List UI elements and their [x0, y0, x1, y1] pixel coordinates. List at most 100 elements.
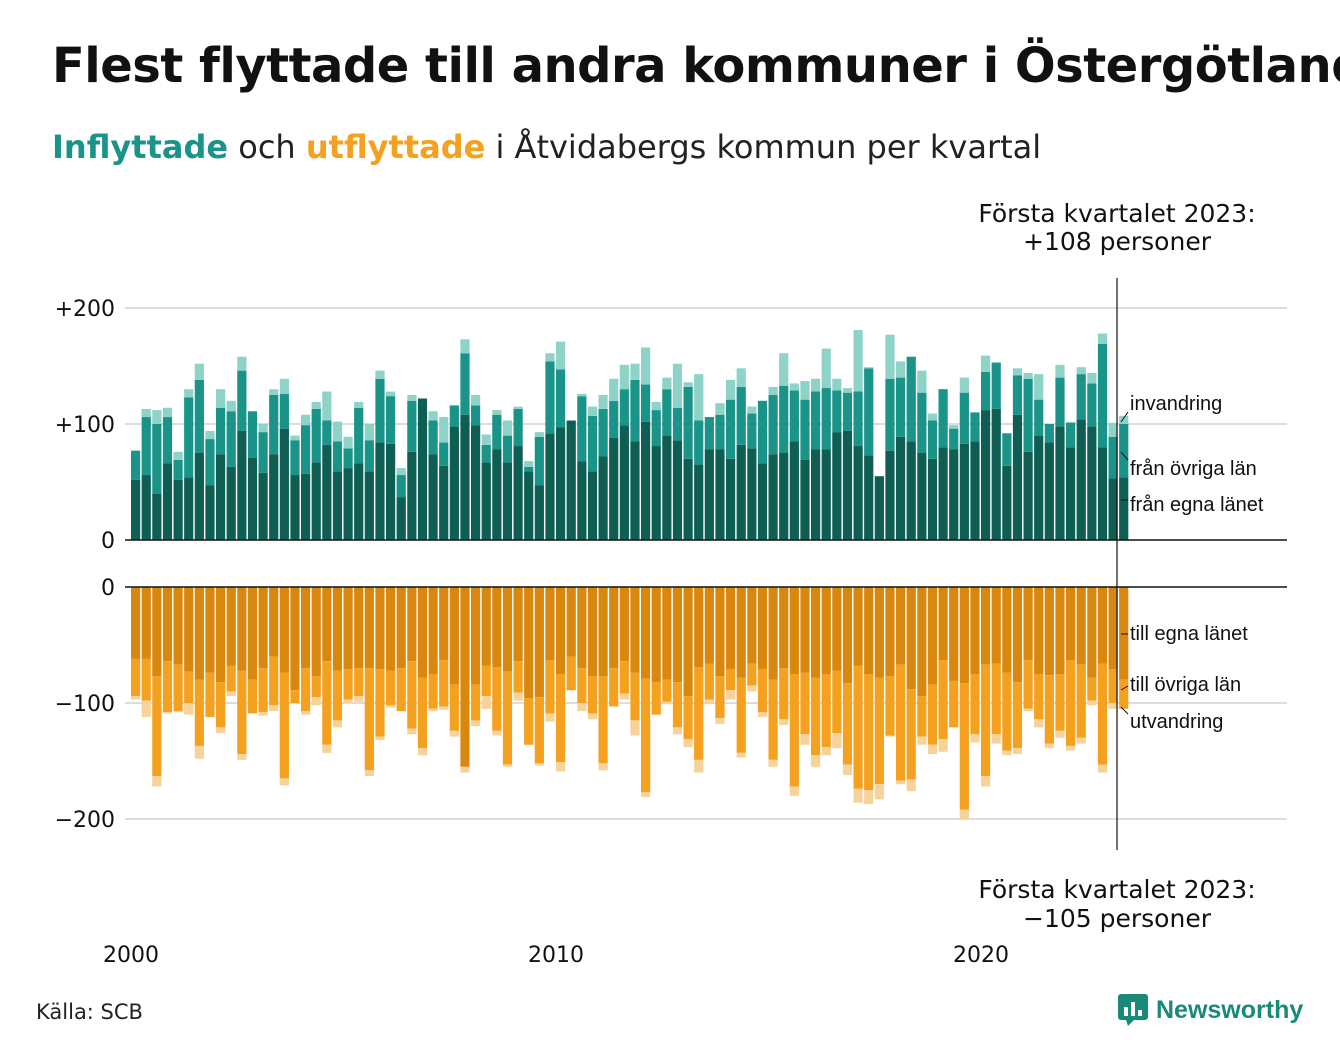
bar-in-2 — [949, 425, 959, 429]
bar-in-2 — [577, 393, 587, 397]
bar-in-1 — [216, 407, 226, 455]
bar-in-0 — [1023, 451, 1033, 540]
bar-out-0 — [598, 587, 608, 677]
bar-in-1 — [194, 379, 204, 453]
bar-out-0 — [162, 587, 173, 662]
bar-out-1 — [481, 665, 491, 697]
bar-out-1 — [417, 677, 428, 749]
bar-out-2 — [258, 712, 268, 716]
bar-out-2 — [726, 690, 736, 700]
bar-out-0 — [768, 587, 778, 680]
bar-out-1 — [949, 680, 959, 728]
bar-in-1 — [630, 379, 640, 442]
bar-in-1 — [396, 475, 406, 498]
bar-in-0 — [290, 475, 300, 540]
bar-out-2 — [832, 733, 842, 749]
bar-in-0 — [162, 463, 173, 540]
bar-out-0 — [1119, 587, 1129, 680]
bar-out-1 — [970, 674, 980, 735]
bar-out-0 — [842, 587, 853, 684]
bar-out-1 — [938, 660, 948, 739]
bar-in-0 — [1119, 477, 1129, 540]
bar-in-0 — [492, 449, 502, 540]
bar-in-2 — [481, 434, 491, 445]
bar-in-1 — [938, 389, 948, 448]
bar-out-2 — [1108, 703, 1118, 709]
bar-out-1 — [853, 665, 863, 789]
bar-in-1 — [704, 417, 714, 450]
bar-in-1 — [577, 396, 587, 462]
bar-in-0 — [205, 485, 215, 540]
bar-out-2 — [301, 711, 311, 715]
bar-out-1 — [173, 664, 183, 712]
bar-out-1 — [184, 671, 194, 703]
bar-in-0 — [672, 440, 683, 540]
bar-out-0 — [864, 587, 874, 674]
bar-in-0 — [694, 464, 704, 540]
bar-in-0 — [768, 454, 778, 540]
bar-out-2 — [853, 788, 863, 803]
bar-out-2 — [502, 764, 513, 767]
bar-out-0 — [1066, 587, 1076, 661]
bar-out-0 — [247, 587, 258, 680]
bar-out-1 — [364, 668, 374, 771]
bar-out-1 — [237, 670, 247, 755]
bar-in-2 — [811, 378, 821, 392]
bar-in-2 — [460, 339, 470, 354]
bar-out-0 — [789, 587, 799, 674]
bar-out-2 — [216, 727, 226, 734]
bar-in-1 — [407, 400, 417, 452]
bar-out-0 — [131, 587, 141, 659]
label-leader-line — [1120, 451, 1129, 461]
bar-out-0 — [683, 587, 693, 697]
bar-out-2 — [407, 728, 417, 735]
bar-in-1 — [471, 405, 481, 426]
bar-out-2 — [131, 696, 141, 700]
bar-out-1 — [513, 661, 523, 693]
bar-out-1 — [641, 678, 651, 793]
bar-in-1 — [821, 388, 831, 450]
bar-out-0 — [460, 587, 470, 767]
bar-out-1 — [662, 679, 672, 702]
bar-out-1 — [311, 676, 321, 698]
bar-out-2 — [1002, 750, 1012, 756]
bar-out-1 — [534, 697, 544, 764]
bar-in-0 — [1044, 442, 1054, 540]
bar-in-0 — [630, 441, 640, 540]
bar-in-0 — [726, 458, 736, 540]
label-fran-egna-lanet: från egna länet — [1130, 494, 1264, 516]
bar-in-0 — [970, 441, 980, 540]
bar-out-0 — [949, 587, 959, 681]
bar-out-2 — [173, 711, 183, 713]
bar-in-0 — [332, 471, 343, 540]
bar-in-2 — [216, 389, 226, 408]
bar-out-1 — [630, 672, 640, 721]
bar-in-2 — [152, 410, 162, 424]
bar-out-0 — [587, 587, 598, 677]
bar-out-0 — [407, 587, 417, 662]
bar-out-2 — [619, 693, 629, 700]
bar-in-0 — [800, 459, 810, 540]
bar-in-0 — [779, 453, 789, 540]
bar-out-0 — [715, 587, 725, 677]
bar-out-2 — [768, 759, 778, 767]
bar-in-2 — [1087, 372, 1097, 384]
bar-in-1 — [1012, 375, 1023, 415]
bar-out-0 — [800, 587, 810, 673]
y-tick-out-100: −100 — [55, 692, 115, 717]
page-title: Flest flyttade till andra kommuner i Öst… — [52, 38, 1340, 94]
bar-in-0 — [216, 454, 226, 540]
bar-in-2 — [1055, 364, 1065, 378]
y-tick-out-0: 0 — [101, 576, 115, 601]
bar-out-1 — [991, 663, 1001, 735]
bar-in-1 — [715, 414, 725, 450]
bar-in-2 — [885, 334, 895, 379]
bar-in-0 — [906, 441, 916, 540]
bar-in-1 — [906, 356, 916, 442]
bar-out-2 — [332, 720, 343, 728]
bar-out-2 — [534, 763, 544, 766]
bar-in-2 — [853, 330, 863, 392]
bar-in-2 — [141, 408, 151, 418]
bar-in-2 — [162, 407, 173, 418]
